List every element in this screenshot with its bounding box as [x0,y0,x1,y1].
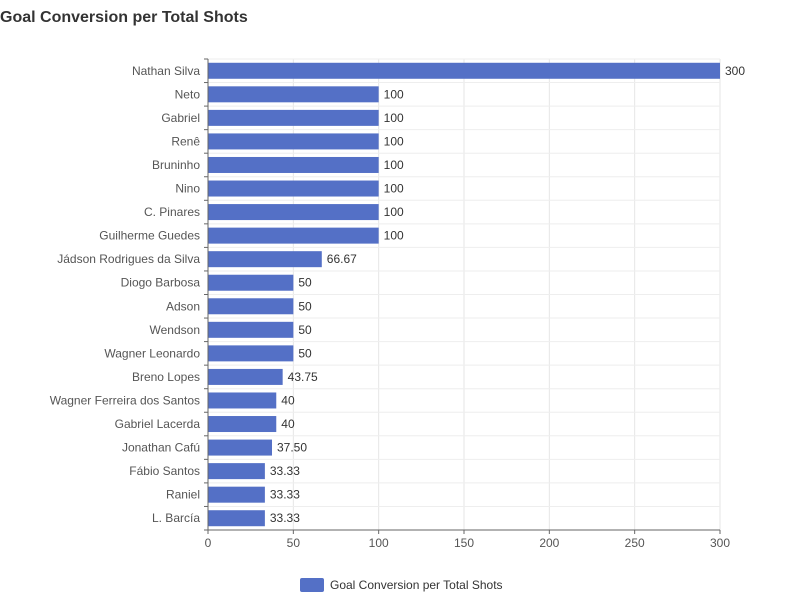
bar[interactable] [208,204,379,221]
category-label: Jonathan Cafú [122,441,200,455]
bar[interactable] [208,298,294,315]
category-label: Gabriel Lacerda [115,417,201,431]
value-label: 66.67 [327,252,357,266]
value-label: 100 [384,111,404,125]
bar[interactable] [208,345,294,362]
x-tick-label: 250 [625,536,645,550]
value-label: 40 [281,417,295,431]
value-label: 100 [384,158,404,172]
category-label: L. Barcía [152,511,200,525]
bar[interactable] [208,227,379,244]
value-label: 40 [281,393,295,407]
bar[interactable] [208,156,379,173]
category-label: Diogo Barbosa [121,276,201,290]
legend-label: Goal Conversion per Total Shots [330,578,503,592]
category-label: Raniel [166,488,200,502]
x-tick-label: 50 [287,536,301,550]
value-label: 50 [298,346,312,360]
value-label: 100 [384,182,404,196]
bar[interactable] [208,368,283,385]
bar[interactable] [208,486,265,503]
category-label: Nino [175,182,200,196]
x-tick-label: 200 [539,536,559,550]
value-label: 300 [725,64,745,78]
category-label: Bruninho [152,158,200,172]
value-label: 33.33 [270,464,300,478]
value-label: 50 [298,276,312,290]
value-label: 37.50 [277,441,307,455]
bar[interactable] [208,392,277,409]
bar[interactable] [208,180,379,197]
category-label: Renê [171,134,200,148]
x-tick-label: 0 [205,536,212,550]
bar[interactable] [208,510,265,527]
category-label: Wendson [150,323,200,337]
bar[interactable] [208,109,379,126]
bar[interactable] [208,62,720,79]
bar[interactable] [208,133,379,150]
value-label: 50 [298,323,312,337]
chart-title: Goal Conversion per Total Shots [0,9,248,26]
category-label: C. Pinares [144,205,200,219]
category-label: Fábio Santos [129,464,200,478]
category-label: Nathan Silva [132,64,200,78]
category-label: Neto [175,87,201,101]
value-label: 100 [384,229,404,243]
bar[interactable] [208,274,294,291]
bar[interactable] [208,463,265,480]
bar[interactable] [208,439,272,456]
x-tick-label: 150 [454,536,474,550]
x-tick-label: 300 [710,536,730,550]
value-label: 100 [384,134,404,148]
category-label: Wagner Ferreira dos Santos [50,393,200,407]
category-label: Adson [166,299,200,313]
legend-swatch [300,578,324,592]
legend[interactable]: Goal Conversion per Total Shots [300,578,503,592]
x-tick-label: 100 [369,536,389,550]
value-label: 50 [298,299,312,313]
bar[interactable] [208,251,322,268]
category-label: Jádson Rodrigues da Silva [57,252,200,266]
value-label: 100 [384,87,404,101]
value-label: 100 [384,205,404,219]
category-label: Breno Lopes [132,370,200,384]
value-label: 33.33 [270,488,300,502]
bar[interactable] [208,321,294,338]
category-label: Guilherme Guedes [99,229,200,243]
value-label: 43.75 [288,370,318,384]
bar[interactable] [208,416,277,433]
category-label: Wagner Leonardo [104,346,200,360]
value-label: 33.33 [270,511,300,525]
bar[interactable] [208,86,379,103]
category-label: Gabriel [161,111,200,125]
